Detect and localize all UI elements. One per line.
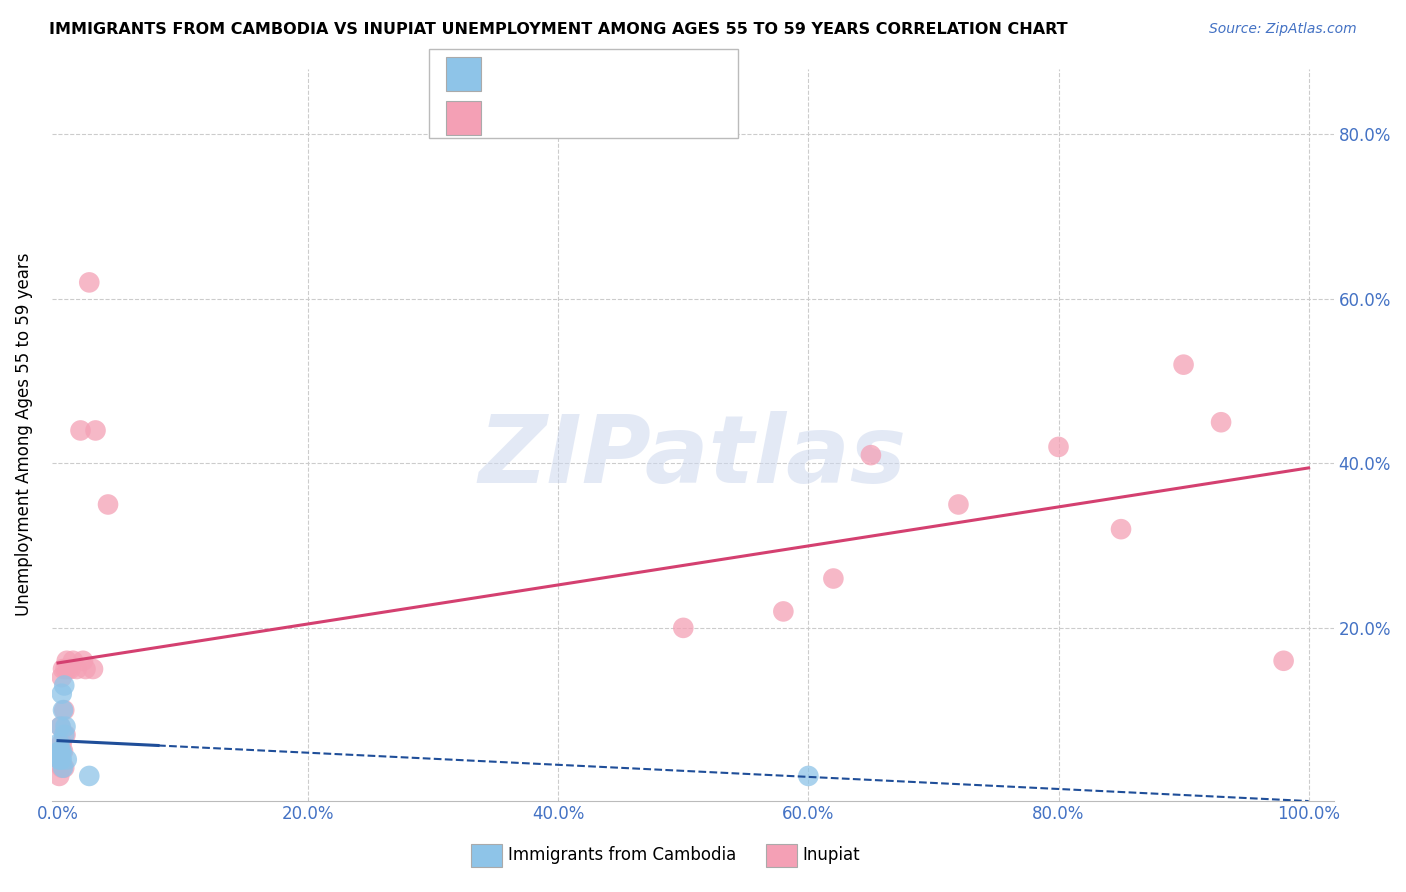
Inupiat bbox=[672, 621, 695, 635]
Text: ZIPatlas: ZIPatlas bbox=[478, 410, 907, 502]
Y-axis label: Unemployment Among Ages 55 to 59 years: Unemployment Among Ages 55 to 59 years bbox=[15, 252, 32, 616]
Immigrants from Cambodia bbox=[77, 769, 100, 783]
Inupiat bbox=[56, 662, 79, 676]
Text: Immigrants from Cambodia: Immigrants from Cambodia bbox=[508, 847, 735, 864]
Inupiat bbox=[1209, 415, 1232, 429]
Text: N =: N = bbox=[602, 62, 654, 81]
Inupiat bbox=[1047, 440, 1070, 454]
Inupiat bbox=[55, 654, 77, 668]
Inupiat bbox=[772, 604, 794, 618]
Text: R =: R = bbox=[492, 62, 531, 81]
Inupiat bbox=[62, 654, 84, 668]
Text: N =: N = bbox=[602, 107, 654, 126]
Immigrants from Cambodia bbox=[49, 752, 72, 766]
Inupiat bbox=[948, 498, 970, 512]
Inupiat bbox=[859, 448, 882, 462]
Inupiat bbox=[51, 761, 73, 775]
Inupiat bbox=[823, 572, 845, 586]
Inupiat bbox=[55, 662, 77, 676]
Immigrants from Cambodia bbox=[53, 678, 76, 692]
Inupiat bbox=[53, 761, 76, 775]
Text: Source: ZipAtlas.com: Source: ZipAtlas.com bbox=[1209, 22, 1357, 37]
Inupiat bbox=[77, 276, 100, 290]
Immigrants from Cambodia bbox=[49, 720, 72, 734]
Inupiat bbox=[52, 744, 75, 758]
Inupiat bbox=[59, 662, 82, 676]
Inupiat bbox=[72, 654, 94, 668]
Immigrants from Cambodia bbox=[55, 752, 77, 766]
Immigrants from Cambodia bbox=[55, 720, 77, 734]
Inupiat bbox=[48, 752, 70, 766]
Inupiat bbox=[82, 662, 104, 676]
Immigrants from Cambodia bbox=[49, 744, 72, 758]
Immigrants from Cambodia bbox=[53, 728, 76, 742]
Immigrants from Cambodia bbox=[48, 752, 70, 766]
Immigrants from Cambodia bbox=[797, 769, 820, 783]
Inupiat bbox=[1109, 522, 1132, 536]
Inupiat bbox=[53, 703, 76, 717]
Inupiat bbox=[1173, 358, 1195, 372]
Inupiat bbox=[49, 744, 72, 758]
Inupiat bbox=[84, 424, 107, 438]
Inupiat bbox=[55, 728, 77, 742]
Text: R =: R = bbox=[492, 107, 531, 126]
Text: 17: 17 bbox=[650, 62, 672, 81]
Inupiat bbox=[51, 670, 73, 684]
Text: IMMIGRANTS FROM CAMBODIA VS INUPIAT UNEMPLOYMENT AMONG AGES 55 TO 59 YEARS CORRE: IMMIGRANTS FROM CAMBODIA VS INUPIAT UNEM… bbox=[49, 22, 1067, 37]
Text: -0.277: -0.277 bbox=[534, 62, 592, 81]
Immigrants from Cambodia bbox=[51, 744, 73, 758]
Immigrants from Cambodia bbox=[52, 761, 75, 775]
Immigrants from Cambodia bbox=[52, 703, 75, 717]
Inupiat bbox=[51, 736, 73, 750]
Immigrants from Cambodia bbox=[48, 744, 70, 758]
Inupiat bbox=[69, 424, 91, 438]
Immigrants from Cambodia bbox=[48, 736, 70, 750]
Text: Inupiat: Inupiat bbox=[803, 847, 860, 864]
Inupiat bbox=[1272, 654, 1295, 668]
Text: 35: 35 bbox=[650, 107, 672, 126]
Inupiat bbox=[48, 769, 70, 783]
Inupiat bbox=[52, 662, 75, 676]
Immigrants from Cambodia bbox=[51, 687, 73, 701]
Inupiat bbox=[97, 498, 120, 512]
Inupiat bbox=[75, 662, 97, 676]
Inupiat bbox=[49, 720, 72, 734]
Text: 0.456: 0.456 bbox=[534, 107, 586, 126]
Immigrants from Cambodia bbox=[51, 752, 73, 766]
Inupiat bbox=[66, 662, 89, 676]
